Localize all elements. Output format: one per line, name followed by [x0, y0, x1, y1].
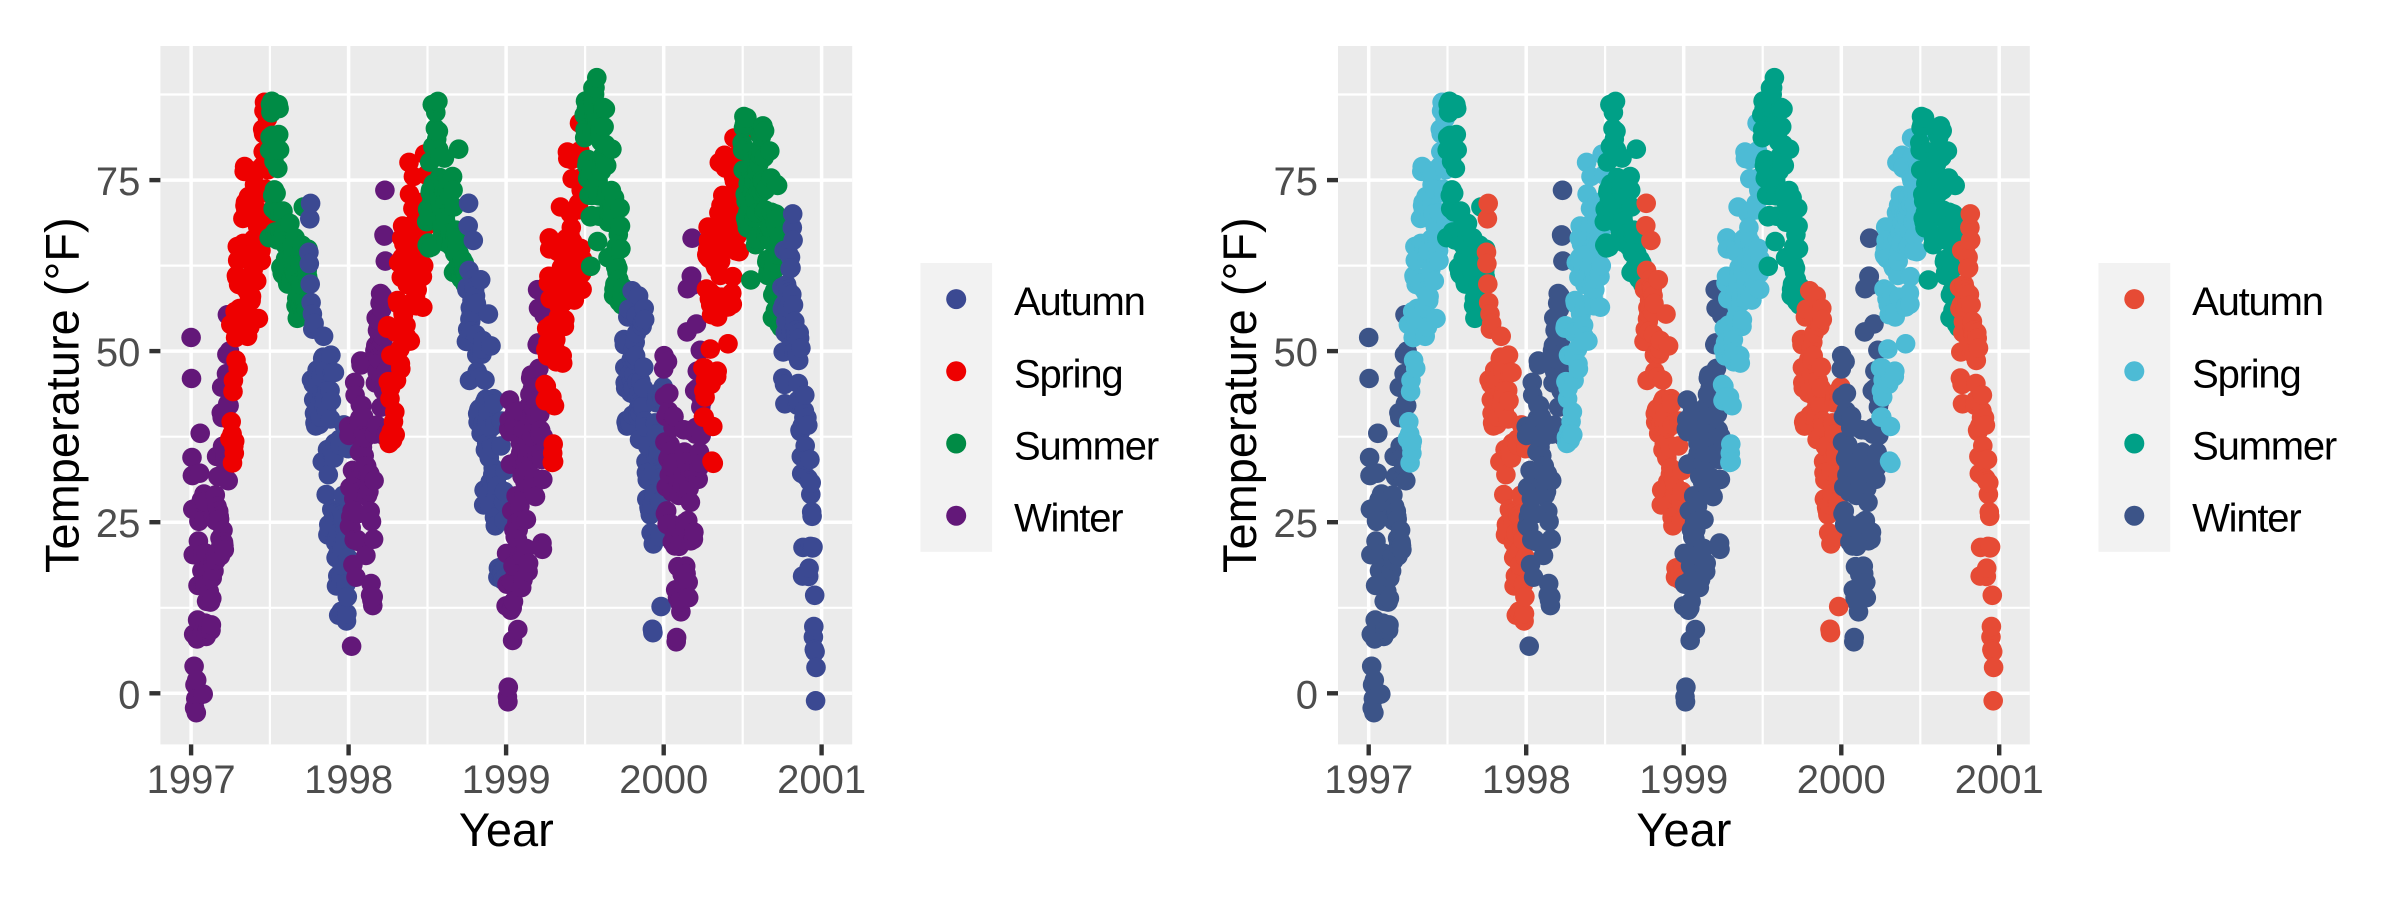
svg-text:Winter: Winter: [2192, 497, 2301, 541]
svg-text:Summer: Summer: [2192, 425, 2337, 469]
svg-text:0: 0: [1296, 673, 1318, 717]
svg-text:Year: Year: [459, 803, 554, 856]
svg-text:1999: 1999: [462, 758, 551, 802]
svg-text:Spring: Spring: [2192, 352, 2300, 396]
svg-text:2001: 2001: [777, 758, 866, 802]
svg-text:75: 75: [1274, 160, 1319, 204]
svg-text:75: 75: [96, 160, 141, 204]
svg-text:1997: 1997: [1324, 758, 1413, 802]
svg-text:Year: Year: [1636, 803, 1731, 856]
svg-text:25: 25: [1274, 502, 1319, 546]
svg-text:Temperature (°F): Temperature (°F): [1213, 217, 1266, 573]
svg-text:1998: 1998: [1482, 758, 1571, 802]
svg-text:1999: 1999: [1639, 758, 1728, 802]
svg-text:Winter: Winter: [1014, 497, 1123, 541]
svg-text:2000: 2000: [619, 758, 708, 802]
svg-text:Autumn: Autumn: [2192, 280, 2323, 324]
svg-text:Summer: Summer: [1014, 425, 1159, 469]
svg-text:Temperature (°F): Temperature (°F): [35, 217, 88, 573]
svg-text:1997: 1997: [147, 758, 236, 802]
svg-text:Autumn: Autumn: [1014, 280, 1145, 324]
svg-text:2000: 2000: [1797, 758, 1886, 802]
svg-text:Spring: Spring: [1014, 352, 1122, 396]
svg-text:2001: 2001: [1955, 758, 2044, 802]
svg-text:50: 50: [1274, 331, 1319, 375]
svg-text:1998: 1998: [304, 758, 393, 802]
svg-text:50: 50: [96, 331, 141, 375]
svg-text:25: 25: [96, 502, 141, 546]
svg-text:0: 0: [118, 673, 140, 717]
